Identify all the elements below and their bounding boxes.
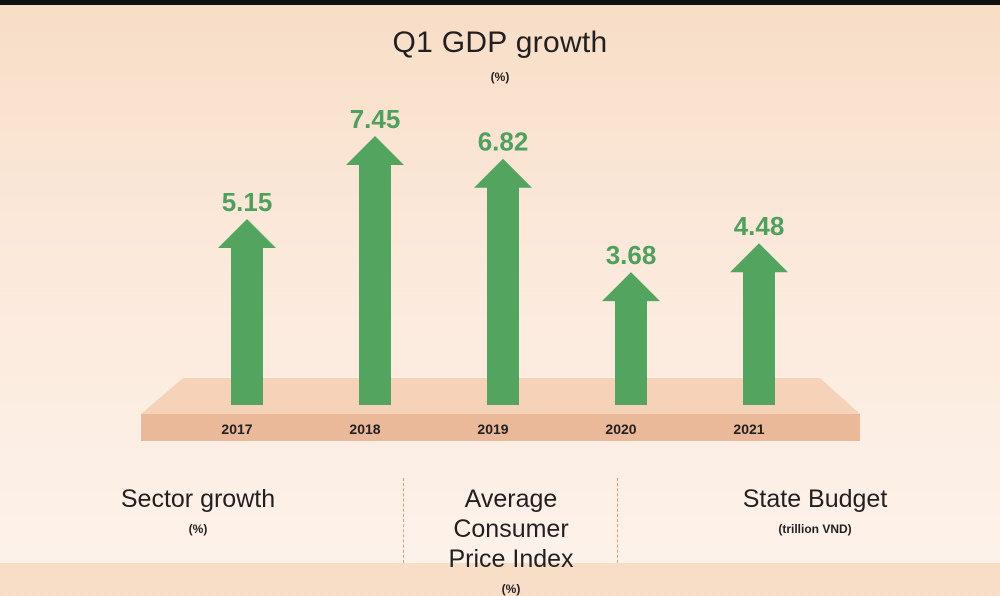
x-tick-label-2019: 2019 xyxy=(477,421,508,437)
bar-arrowhead-2021 xyxy=(730,243,788,273)
gdp-growth-chart: 5.15 2017 7.45 2018 6.82 2019 3.68 2020 4.48 2021 xyxy=(141,104,860,441)
bar-shaft-2017 xyxy=(231,247,263,405)
x-tick-label-2021: 2021 xyxy=(733,421,764,437)
top-border xyxy=(0,0,1000,5)
cpi-unit: (%) xyxy=(501,582,521,596)
bar-value-label-2017: 5.15 xyxy=(222,187,273,217)
cpi-title-line2: Price Index xyxy=(448,545,574,573)
bar-shaft-2021 xyxy=(743,271,775,405)
chart-unit: (%) xyxy=(490,70,510,84)
bar-value-label-2019: 6.82 xyxy=(478,127,529,157)
cpi-title-line1: Average Consumer xyxy=(453,485,569,543)
bar-arrowhead-2020 xyxy=(602,272,660,302)
x-tick-label-2017: 2017 xyxy=(221,421,252,437)
state-budget-title: State Budget xyxy=(742,485,888,513)
x-tick-label-2020: 2020 xyxy=(605,421,636,437)
bar-arrowhead-2017 xyxy=(218,219,276,249)
section-divider-right xyxy=(617,478,618,563)
sector-growth-unit: (%) xyxy=(188,522,208,536)
bar-shaft-2018 xyxy=(359,164,391,405)
state-budget-section: State Budget (trillion VND) xyxy=(712,484,918,536)
bar-value-label-2021: 4.48 xyxy=(734,211,785,241)
bar-value-label-2018: 7.45 xyxy=(350,104,401,134)
bar-arrowhead-2019 xyxy=(474,158,532,188)
sector-growth-section: Sector growth (%) xyxy=(98,484,298,536)
bar-shaft-2020 xyxy=(615,300,647,405)
chart-title: Q1 GDP growth xyxy=(392,26,608,59)
state-budget-unit: (trillion VND) xyxy=(778,522,852,536)
chart-platform-front xyxy=(141,414,860,441)
bar-value-label-2020: 3.68 xyxy=(606,240,657,270)
bar-arrowhead-2018 xyxy=(346,136,404,165)
sector-growth-title: Sector growth xyxy=(120,485,276,513)
cpi-section: Average Consumer Price Index (%) xyxy=(404,484,618,596)
bar-shaft-2019 xyxy=(487,186,519,405)
x-tick-label-2018: 2018 xyxy=(349,421,380,437)
section-divider-left xyxy=(403,478,404,563)
